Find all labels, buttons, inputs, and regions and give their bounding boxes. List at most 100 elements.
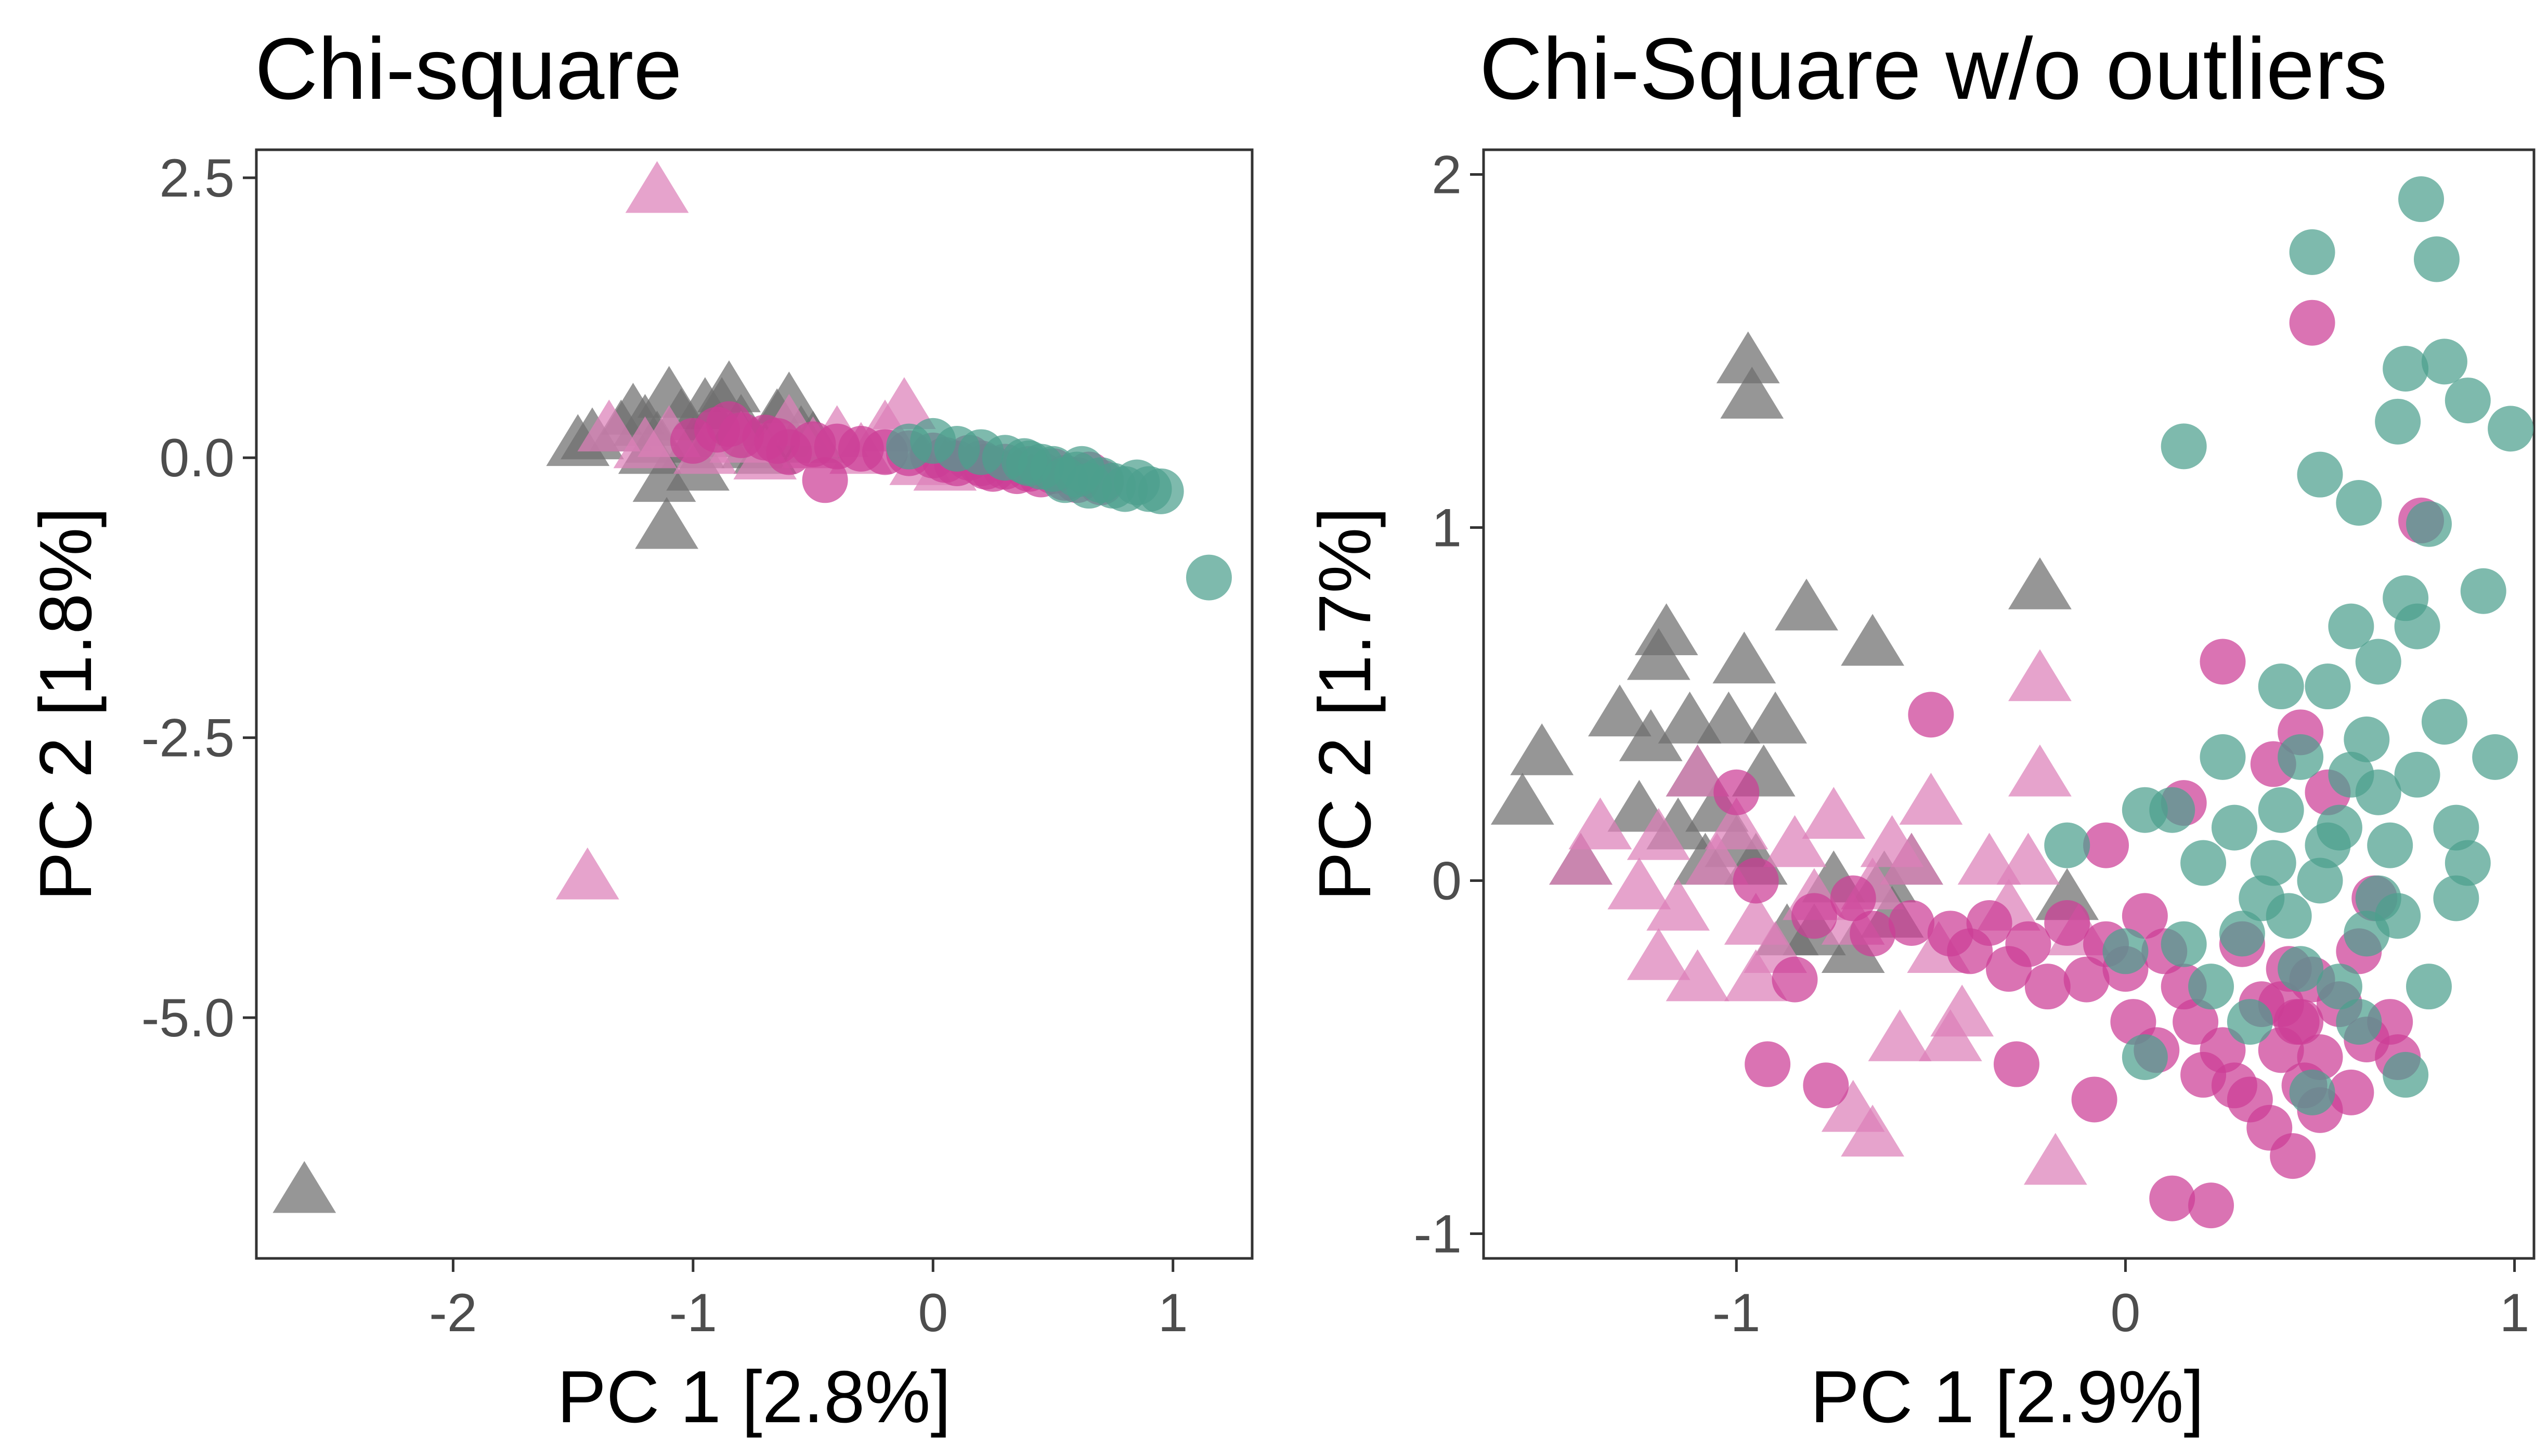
data-point-pink-triangle <box>1802 787 1866 839</box>
data-point-pink-triangle <box>1607 857 1671 909</box>
data-point-magenta-circle <box>2149 1175 2195 1221</box>
data-point-teal-circle <box>2383 1051 2429 1098</box>
data-point-teal-circle <box>2445 840 2491 886</box>
data-point-magenta-circle <box>2024 964 2071 1010</box>
data-point-grey-triangle <box>1619 709 1683 761</box>
data-point-magenta-circle <box>2278 999 2324 1045</box>
data-point-magenta-circle <box>1733 857 1779 904</box>
data-point-teal-circle <box>2161 921 2207 967</box>
data-point-teal-circle <box>2344 716 2390 762</box>
data-point-magenta-circle <box>1993 1041 2039 1087</box>
chart-2-title: Chi-Square w/o outliers <box>1479 20 2387 118</box>
data-point-pink-triangle <box>1549 833 1613 885</box>
data-point-pink-triangle <box>2008 649 2072 701</box>
y-tick-label: -1 <box>1414 1204 1462 1264</box>
chart-2-y-axis-label: PC 2 [1.7%] <box>1304 507 1386 901</box>
data-point-teal-circle <box>2398 176 2445 223</box>
data-point-grey-triangle <box>1821 921 1885 973</box>
y-tick-label: 0 <box>1432 851 1462 911</box>
data-point-teal-circle <box>2383 345 2429 392</box>
data-point-pink-triangle <box>1930 984 1994 1037</box>
data-point-magenta-circle <box>2063 956 2110 1003</box>
y-tick-label: 1 <box>1432 498 1462 558</box>
data-point-grey-triangle <box>1775 578 1838 631</box>
data-point-magenta-circle <box>754 418 800 464</box>
y-tick-label: 0.0 <box>159 428 235 488</box>
data-point-teal-circle <box>2336 999 2382 1045</box>
data-point-teal-circle <box>2122 1034 2168 1080</box>
data-point-magenta-circle <box>2289 300 2335 346</box>
x-tick-label: 1 <box>2500 1283 2530 1343</box>
data-point-teal-circle <box>2219 911 2265 957</box>
data-point-magenta-circle <box>1713 769 1760 815</box>
data-point-teal-circle <box>2355 639 2401 685</box>
chart-2-plot-area <box>1482 148 2536 1260</box>
data-point-magenta-circle <box>2122 893 2168 939</box>
data-point-pink-triangle <box>2008 744 2072 797</box>
data-point-teal-circle <box>2406 501 2452 547</box>
data-point-teal-circle <box>1001 438 1047 484</box>
data-point-teal-circle <box>2488 406 2534 452</box>
data-point-teal-circle <box>2149 787 2195 833</box>
data-point-magenta-circle <box>1772 956 1818 1003</box>
data-point-grey-triangle <box>1744 691 1807 744</box>
data-point-pink-triangle <box>2023 1133 2087 1185</box>
data-point-teal-circle <box>2375 398 2421 445</box>
data-point-teal-circle <box>2336 479 2382 526</box>
data-point-magenta-circle <box>1745 1041 1791 1087</box>
data-point-teal-circle <box>2289 229 2335 275</box>
data-point-teal-circle <box>2394 603 2440 649</box>
data-point-teal-circle <box>2102 928 2149 974</box>
chart-1-x-axis-label: PC 1 [2.8%] <box>557 1356 951 1438</box>
data-point-magenta-circle <box>706 401 752 447</box>
y-tick-label: -5.0 <box>141 988 235 1048</box>
data-point-magenta-circle <box>1791 893 1837 939</box>
data-point-teal-circle <box>2297 857 2343 904</box>
chart-panel-1: Chi-square -2 -1 0 1 2.5 0.0 -2.5 -5.0 PC 1 [2… <box>24 20 1254 1438</box>
data-point-magenta-circle <box>1830 875 1876 921</box>
data-point-teal-circle <box>2433 875 2479 921</box>
chart-1-title: Chi-square <box>255 20 682 118</box>
data-point-teal-circle <box>2460 568 2506 614</box>
data-point-grey-triangle <box>272 1161 336 1213</box>
data-point-magenta-circle <box>1908 692 1954 738</box>
data-point-pink-triangle <box>555 847 619 900</box>
chart-2-x-axis: -1 0 1 <box>1712 1258 2530 1343</box>
data-point-grey-triangle <box>1720 367 1784 419</box>
x-tick-label: -2 <box>429 1283 477 1343</box>
data-point-grey-triangle <box>1490 773 1554 825</box>
data-point-teal-circle <box>2413 236 2460 282</box>
y-tick-label: 2.5 <box>159 148 235 209</box>
chart-1-y-axis: 2.5 0.0 -2.5 -5.0 <box>141 148 256 1048</box>
data-point-teal-circle <box>2433 804 2479 851</box>
data-point-teal-circle <box>2211 804 2257 851</box>
data-point-teal-circle <box>2258 787 2304 833</box>
data-point-magenta-circle <box>2188 1182 2234 1229</box>
chart-1-x-axis: -2 -1 0 1 <box>429 1258 1188 1343</box>
data-point-teal-circle <box>2250 840 2296 886</box>
data-point-teal-circle <box>2227 999 2273 1045</box>
data-point-pink-triangle <box>625 161 689 213</box>
chart-1-y-axis-label: PC 2 [1.8%] <box>24 507 107 901</box>
data-point-grey-triangle <box>2008 557 2072 609</box>
x-tick-label: -1 <box>669 1283 717 1343</box>
data-point-teal-circle <box>2472 734 2518 780</box>
data-point-magenta-circle <box>2200 1027 2246 1073</box>
data-point-grey-triangle <box>1634 603 1698 655</box>
data-point-teal-circle <box>2445 378 2491 424</box>
data-point-teal-circle <box>2180 840 2227 886</box>
data-point-teal-circle <box>2305 664 2351 710</box>
data-point-pink-triangle <box>1627 808 1691 860</box>
data-point-teal-circle <box>2188 964 2234 1010</box>
y-tick-label: -2.5 <box>141 708 235 769</box>
data-point-teal-circle <box>2266 893 2312 939</box>
data-point-magenta-circle <box>2173 999 2219 1045</box>
data-point-teal-circle <box>2278 734 2324 780</box>
data-point-grey-triangle <box>1697 691 1761 744</box>
data-point-magenta-circle <box>2200 639 2246 685</box>
data-point-pink-triangle <box>1996 833 2060 885</box>
data-point-teal-circle <box>2297 451 2343 498</box>
data-point-grey-triangle <box>1841 614 1904 666</box>
x-tick-label: 0 <box>918 1283 948 1343</box>
